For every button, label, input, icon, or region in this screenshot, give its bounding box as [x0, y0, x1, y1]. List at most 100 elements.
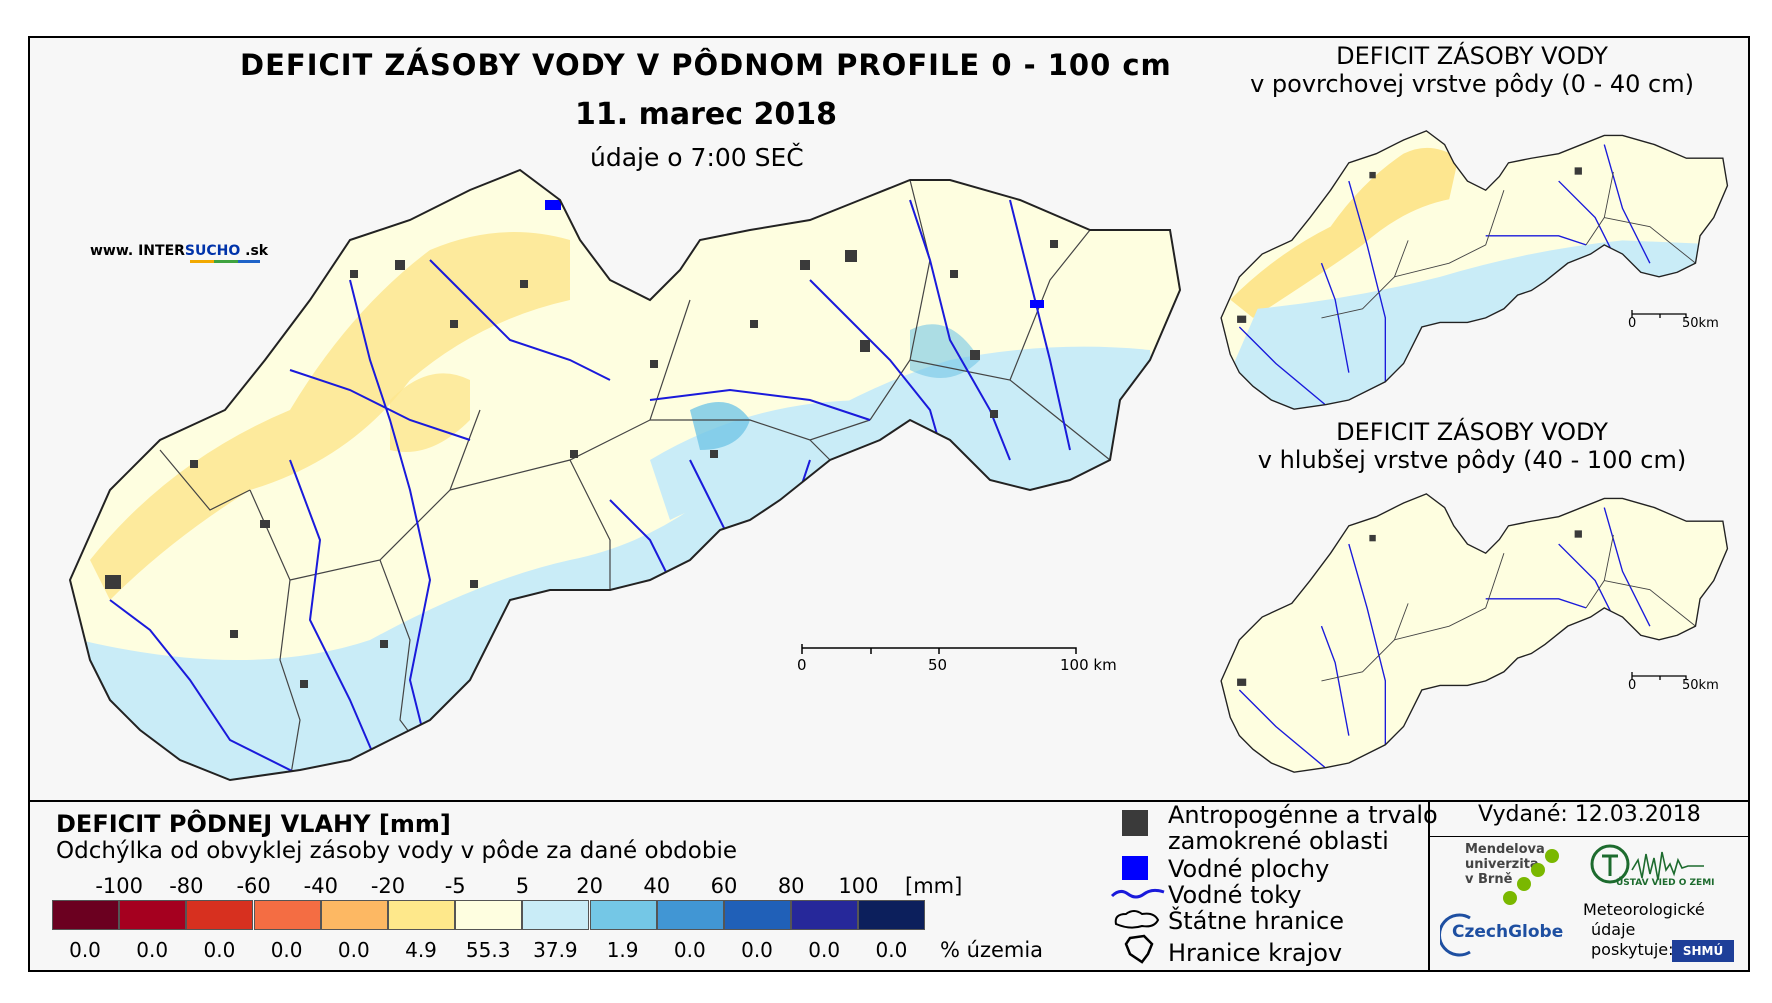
mendel-line2: univerzita [1465, 857, 1539, 872]
inset-top-map[interactable] [1212, 125, 1732, 415]
brand-prefix: www. INTER [90, 243, 185, 259]
ustav-logo-icon [1590, 844, 1704, 884]
legend-percentage: 37.9 [533, 938, 578, 962]
water-body [545, 200, 561, 210]
river-label: Vodné toky [1168, 881, 1302, 909]
legend-swatch [253, 900, 321, 930]
meteo-credit: Meteorologické údaje poskytuje: [1583, 900, 1705, 960]
czechglobe-icon [1440, 913, 1471, 957]
legend-swatch [858, 900, 926, 930]
main-map-title: DEFICIT ZÁSOBY VODY V PÔDNOM PROFILE 0 -… [240, 48, 1172, 82]
legend-swatch [522, 900, 590, 930]
inset-top-title: DEFICIT ZÁSOBY VODY v povrchovej vrstve … [1212, 42, 1732, 98]
urban-area-label-line1: Antropogénne a trvalo [1168, 801, 1438, 829]
inset-bottom-scale-0: 0 [1628, 678, 1637, 693]
meteo-credit-line3: poskytuje: [1591, 940, 1674, 959]
czechglobe-label: CzechGlobe [1452, 922, 1564, 942]
brand-suffix: .sk [240, 243, 269, 259]
legend-percentage: 0.0 [136, 938, 169, 962]
region-border-symbol [1124, 934, 1154, 964]
issued-separator [1430, 836, 1750, 837]
state-border-symbol [1114, 910, 1160, 929]
legend-percentage: 0.0 [337, 938, 370, 962]
inset-bottom-scale-50: 50km [1682, 678, 1719, 693]
state-border [68, 168, 1182, 782]
brand-underline [190, 260, 260, 263]
legend-percentage: 4.9 [405, 938, 437, 962]
legend-tick-label: -100 [95, 874, 144, 898]
legend-tick-label: -60 [236, 874, 271, 898]
water-body-label: Vodné plochy [1168, 855, 1330, 883]
legend-swatch [388, 900, 455, 930]
mendel-line3: v Brně [1465, 872, 1513, 887]
legend-percentage: 0.0 [875, 938, 908, 962]
main-map-date: 11. marec 2018 [575, 97, 837, 132]
legend-separator [28, 800, 1750, 802]
inset-bottom-title: DEFICIT ZÁSOBY VODY v hlubšej vrstve pôd… [1212, 418, 1732, 474]
ustav-logo[interactable]: ÚSTAV VIED O ZEMI [1616, 878, 1715, 888]
legend-tick-label: -20 [370, 874, 406, 898]
main-scale-label-100: 100 km [1060, 656, 1117, 674]
inset-bottom-scale-bar [1631, 672, 1687, 680]
legend-tick-label: 20 [576, 874, 603, 898]
water-body [1030, 300, 1044, 308]
legend-percentage: 55.3 [465, 938, 511, 962]
legend-swatch [186, 900, 254, 930]
legend-percentage: 0.0 [673, 938, 706, 962]
state-border-label: Štátne hranice [1168, 907, 1344, 935]
legend-percentage: 0.0 [270, 938, 303, 962]
legend-tick-label: 80 [777, 874, 805, 898]
inset-bottom-map[interactable] [1212, 488, 1732, 778]
mendel-dots-icon [1503, 849, 1559, 905]
legend-swatch [656, 900, 724, 930]
main-scale-label-50: 50 [928, 656, 948, 674]
urban-area-label-line2: zamokrené oblasti [1168, 827, 1389, 855]
urban-area-symbol [1122, 810, 1148, 836]
legend-tick-label: -40 [303, 874, 338, 898]
legend-unit: [mm] [905, 874, 963, 898]
legend-tick-label: 100 [838, 874, 879, 898]
mendel-logo[interactable]: Mendelova univerzita v Brně [1465, 842, 1545, 887]
legend-swatch [320, 900, 388, 930]
brand-highlight: SUCHO [184, 243, 241, 259]
region-border-label: Hranice krajov [1168, 939, 1343, 967]
legend-tick-label: 40 [643, 874, 671, 898]
legend-swatch [119, 900, 187, 930]
legend-percent-unit: % územia [940, 938, 1044, 962]
water-body-symbol [1122, 856, 1148, 880]
issued-date: Vydané: 12.03.2018 [1478, 802, 1701, 827]
legend-swatch [791, 900, 859, 930]
inset-bottom-title-line2: v hlubšej vrstve pôdy (40 - 100 cm) [1257, 446, 1687, 474]
urban-area-label: Antropogénne a trvalo zamokrené oblasti [1168, 802, 1438, 854]
shmu-logo[interactable]: SHMÚ [1672, 940, 1734, 962]
intersucho-logo[interactable]: www. INTERSUCHO .sk [90, 243, 268, 259]
inset-bottom-title-line1: DEFICIT ZÁSOBY VODY [1336, 418, 1608, 446]
inset-top-scale-50: 50km [1682, 316, 1719, 331]
legend-tick-label: 60 [710, 874, 738, 898]
meteo-credit-line1: Meteorologické [1583, 900, 1705, 919]
legend-swatch [589, 900, 657, 930]
inset-top-title-line1: DEFICIT ZÁSOBY VODY [1336, 42, 1608, 70]
main-map[interactable] [50, 160, 1190, 790]
mendel-line1: Mendelova [1465, 842, 1545, 857]
inset-top-title-line2: v povrchovej vrstve pôdy (0 - 40 cm) [1250, 70, 1694, 98]
legend-percentage: 0.0 [808, 938, 841, 962]
inset-top-scale-bar [1631, 310, 1687, 318]
legend-percentage: 1.9 [606, 938, 639, 962]
legend-tick-label: 5 [515, 874, 530, 898]
legend-swatch [455, 900, 523, 930]
legend-percentage: 0.0 [69, 938, 101, 962]
meteo-credit-line2: údaje [1591, 920, 1636, 939]
inset-top-scale-0: 0 [1628, 316, 1637, 331]
czechglobe-logo[interactable]: CzechGlobe [1452, 922, 1563, 942]
legend-tick-label: -80 [169, 874, 204, 898]
footer-separator [1428, 800, 1430, 972]
legend-tick-label: -5 [444, 874, 466, 898]
legend-title: DEFICIT PÔDNEJ VLAHY [mm] [56, 810, 451, 838]
legend-percentage: 0.0 [203, 938, 236, 962]
main-scale-bar [801, 644, 1077, 654]
river-symbol [1110, 888, 1165, 899]
legend-subtitle: Odchýlka od obvyklej zásoby vody v pôde … [56, 838, 737, 864]
legend-swatch [52, 900, 119, 930]
legend-swatch [724, 900, 791, 930]
